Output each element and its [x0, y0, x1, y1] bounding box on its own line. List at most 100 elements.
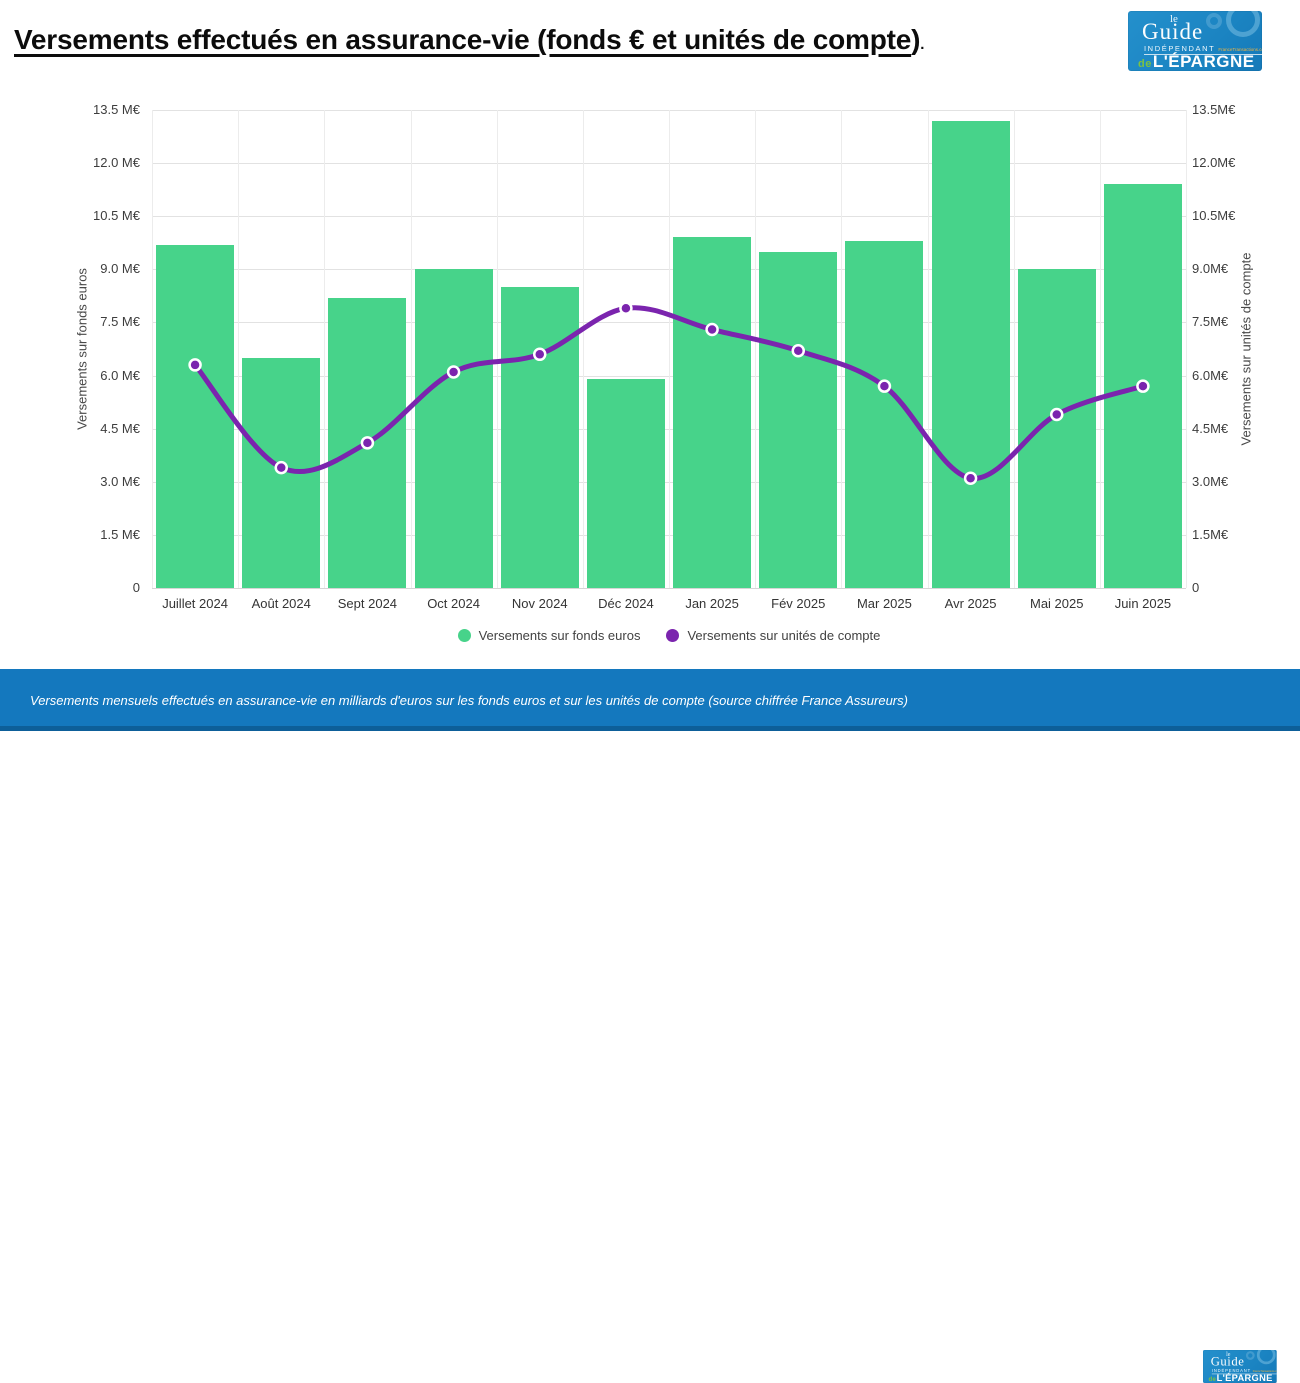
v-gridline — [582, 110, 584, 588]
page-title: Versements effectués en assurance-vie (f… — [14, 24, 924, 56]
legend-swatch-icon — [666, 628, 680, 642]
v-gridline — [496, 110, 498, 588]
page: Versements effectués en assurance-vie (f… — [0, 11, 1300, 1383]
right-tick-label: 6.0M€ — [1192, 367, 1229, 383]
right-tick-label: 3.0M€ — [1192, 473, 1229, 489]
point-Avr 2025[interactable]: Avr 2025 : 3.1 M€ — [963, 471, 978, 485]
right-tick-label: 10.5M€ — [1192, 208, 1236, 224]
guide-epargne-logo-small[interactable]: le Guide INDÉPENDANTFranceTransactions.c… — [1203, 1350, 1277, 1383]
point-Oct 2024[interactable]: Oct 2024 : 6.1 M€ — [446, 365, 461, 379]
left-tick-label: 6.0 M€ — [100, 367, 140, 383]
x-tick-label: Mai 2025 — [1029, 596, 1084, 611]
logo-text-le: le — [1170, 13, 1178, 25]
v-gridline — [1013, 110, 1015, 588]
logo-epargne-label: L'ÉPARGNE — [1216, 1372, 1273, 1383]
bar-Nov 2024[interactable] — [500, 287, 579, 588]
logo-de-label: de — [1208, 1375, 1217, 1383]
point-Mar 2025[interactable]: Mar 2025 : 5.7 M€ — [877, 379, 892, 393]
point-Juillet 2024[interactable]: Juillet 2024 : 6.3 M€ — [188, 358, 202, 372]
page-title-text: Versements effectués en assurance-vie (f… — [14, 24, 912, 55]
left-tick-label: 0 — [132, 580, 140, 595]
x-tick-label: Déc 2024 — [598, 596, 654, 611]
left-tick-label: 9.0 M€ — [100, 261, 140, 277]
x-tick-label: Avr 2025 — [944, 596, 997, 611]
bar-Jan 2025[interactable] — [673, 237, 752, 588]
v-gridline — [669, 110, 670, 588]
v-gridline — [152, 110, 153, 588]
x-tick-label: Sept 2024 — [337, 596, 398, 611]
x-tick-label: Juillet 2024 — [162, 596, 228, 611]
left-tick-label: 1.5 M€ — [100, 526, 140, 542]
uc-line-path — [192, 305, 1146, 481]
x-tick-label: Nov 2024 — [511, 596, 568, 611]
point-Juin 2025[interactable]: Juin 2025 : 5.7 M€ — [1136, 379, 1150, 393]
left-tick-label: 12.0 M€ — [93, 155, 140, 171]
v-gridline — [324, 110, 326, 588]
logo-text-epargne: deL'ÉPARGNE — [1209, 1373, 1273, 1383]
right-tick-label: 9.0M€ — [1192, 261, 1229, 277]
x-tick-label: Oct 2024 — [427, 596, 480, 611]
page-title-paren: ) — [911, 24, 921, 55]
point-Mai 2025[interactable]: Mai 2025 : 4.9 M€ — [1050, 407, 1064, 422]
bar-Juillet 2024[interactable] — [156, 244, 235, 588]
h-gridline — [152, 588, 1186, 589]
footer-bar: Versements mensuels effectués en assuran… — [0, 669, 1300, 1383]
v-gridline — [410, 110, 412, 588]
point-Sept 2024[interactable]: Sept 2024 : 4.1 M€ — [360, 436, 375, 450]
right-tick-label: 12.0M€ — [1192, 155, 1236, 171]
right-tick-label: 1.5M€ — [1192, 526, 1229, 542]
v-gridline — [238, 110, 240, 588]
logo-de-label: de — [1138, 58, 1152, 70]
logo-independant-label: INDÉPENDANT — [1144, 44, 1216, 53]
point-Août 2024[interactable]: Août 2024 : 3.4 M€ — [274, 460, 288, 475]
point-Nov 2024[interactable]: Nov 2024 : 6.6 M€ — [533, 347, 547, 362]
logo-text-guide: Guide — [1142, 19, 1204, 44]
point-Déc 2024[interactable]: Déc 2024 : 7.9 M€ — [619, 301, 633, 316]
bar-Oct 2024[interactable] — [414, 269, 493, 588]
v-gridline — [841, 110, 843, 588]
bar-Mai 2025[interactable] — [1017, 269, 1096, 588]
uc-line-chart: Juillet 2024 : 6.3 M€ Août 2024 : 3.4 M€ S… — [188, 301, 1150, 485]
left-tick-label: 7.5 M€ — [100, 314, 140, 330]
logo-ring-icon — [1226, 11, 1260, 37]
point-Fév 2025[interactable]: Fév 2025 : 6.7 M€ — [791, 344, 805, 358]
guide-epargne-logo[interactable]: le Guide INDÉPENDANT FranceTransactions.c… — [1128, 11, 1262, 71]
v-gridline — [755, 110, 757, 588]
legend-swatch-icon — [457, 628, 471, 642]
bar-Fév 2025[interactable] — [759, 251, 838, 588]
v-gridline — [1186, 110, 1187, 588]
x-tick-label: Jan 2025 — [685, 596, 739, 611]
logo-ring-icon — [1256, 1350, 1276, 1365]
bar-Déc 2024[interactable] — [586, 379, 665, 588]
logo-text-epargne: deL'ÉPARGNE — [1138, 52, 1255, 71]
footer-caption: Versements mensuels effectués en assuran… — [30, 693, 908, 708]
right-tick-label: 4.5M€ — [1192, 420, 1229, 436]
v-gridline — [927, 110, 929, 588]
right-tick-label: 0 — [1192, 580, 1200, 595]
v-gridline — [1099, 110, 1101, 588]
legend-item-fonds-euros[interactable]: Versements sur fonds euros — [457, 627, 641, 643]
right-axis-title: Versements sur unités de compte — [1238, 252, 1254, 446]
legend-item-unites-de-compte[interactable]: Versements sur unités de compte — [666, 628, 880, 643]
logo-text-guide: Guide — [1210, 1354, 1245, 1369]
left-tick-label: 4.5 M€ — [100, 420, 140, 436]
left-tick-label: 13.5 M€ — [93, 102, 140, 117]
chart-legend: Versements sur fonds euros Versements sur… — [152, 626, 1186, 644]
x-tick-label: Fév 2025 — [771, 596, 826, 611]
right-tick-label: 13.5M€ — [1192, 102, 1236, 117]
x-tick-label: Juin 2025 — [1114, 596, 1172, 611]
legend-label: Versements sur unités de compte — [687, 627, 881, 643]
logo-ring-icon — [1206, 13, 1222, 29]
x-tick-label: Mar 2025 — [856, 596, 912, 611]
page-title-period: . — [920, 36, 925, 53]
logo-ring-icon — [1245, 1351, 1255, 1360]
right-tick-label: 7.5M€ — [1192, 314, 1229, 330]
legend-label: Versements sur fonds euros — [478, 627, 641, 643]
logo-epargne-label: L'ÉPARGNE — [1152, 52, 1255, 71]
logo-site-label: FranceTransactions.com — [1218, 47, 1262, 52]
left-axis-title: Versements sur fonds euros — [74, 268, 90, 430]
bar-Avr 2025[interactable] — [931, 120, 1010, 588]
left-tick-label: 10.5 M€ — [93, 208, 140, 224]
point-Jan 2025[interactable]: Jan 2025 : 7.3 M€ — [705, 322, 719, 337]
